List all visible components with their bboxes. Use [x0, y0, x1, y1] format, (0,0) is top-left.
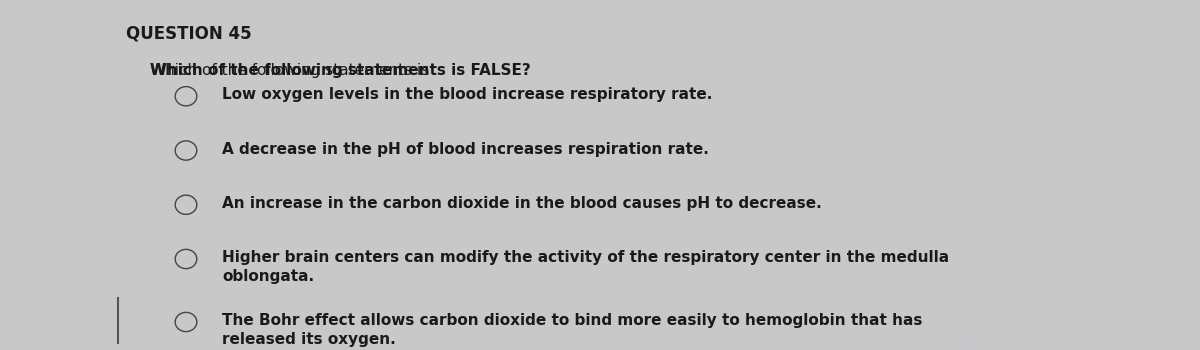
Text: Which of the following statements is ​FALSE?: Which of the following statements is ​FA… — [150, 63, 530, 78]
Text: Which of the following statements is: Which of the following statements is — [150, 63, 434, 78]
Text: QUESTION 45: QUESTION 45 — [126, 25, 252, 42]
Text: A decrease in the pH of blood increases respiration rate.: A decrease in the pH of blood increases … — [222, 142, 709, 157]
Text: An increase in the carbon dioxide in the blood causes pH to decrease.: An increase in the carbon dioxide in the… — [222, 196, 822, 211]
Text: Higher brain centers can modify the activity of the respiratory center in the me: Higher brain centers can modify the acti… — [222, 250, 949, 285]
Text: The Bohr effect allows carbon dioxide to bind more easily to hemoglobin that has: The Bohr effect allows carbon dioxide to… — [222, 313, 923, 348]
Text: Low oxygen levels in the blood increase respiratory rate.: Low oxygen levels in the blood increase … — [222, 88, 713, 103]
